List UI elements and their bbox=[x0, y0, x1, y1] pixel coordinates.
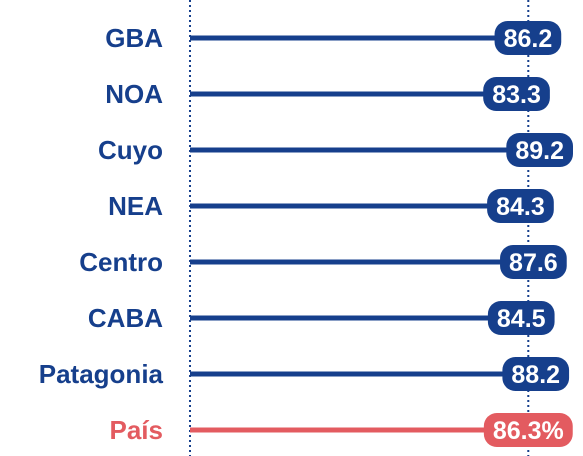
pill-background bbox=[506, 133, 573, 167]
value-pill: 89.2 bbox=[506, 133, 573, 167]
pill-background bbox=[483, 77, 550, 111]
pill-background bbox=[502, 357, 570, 391]
value-label: 86.3% bbox=[493, 417, 564, 445]
value-pill: 88.2 bbox=[502, 357, 570, 391]
category-label: NEA bbox=[108, 191, 163, 221]
value-label: 84.3 bbox=[496, 193, 545, 221]
value-pill: 84.3 bbox=[487, 189, 554, 223]
pill-background bbox=[487, 189, 554, 223]
value-label: 86.2 bbox=[504, 25, 553, 53]
pill-background bbox=[494, 21, 562, 55]
value-label: 88.2 bbox=[511, 361, 560, 389]
value-pill: 83.3 bbox=[483, 77, 550, 111]
category-label: Patagonia bbox=[39, 359, 164, 389]
value-pill: 84.5 bbox=[487, 301, 555, 335]
pill-background bbox=[483, 413, 573, 447]
value-pill: 86.3% bbox=[483, 413, 573, 447]
pill-background bbox=[487, 301, 555, 335]
value-label: 89.2 bbox=[515, 137, 564, 165]
category-label: GBA bbox=[105, 23, 163, 53]
value-label: 84.5 bbox=[497, 305, 546, 333]
value-label: 83.3 bbox=[492, 81, 541, 109]
pill-background bbox=[500, 245, 567, 279]
category-label: País bbox=[110, 415, 164, 445]
category-label: Cuyo bbox=[98, 135, 163, 165]
value-label: 87.6 bbox=[509, 249, 558, 277]
value-pill: 86.2 bbox=[494, 21, 562, 55]
category-label: CABA bbox=[88, 303, 163, 333]
value-pill: 87.6 bbox=[500, 245, 567, 279]
category-label: Centro bbox=[79, 247, 163, 277]
category-label: NOA bbox=[105, 79, 163, 109]
